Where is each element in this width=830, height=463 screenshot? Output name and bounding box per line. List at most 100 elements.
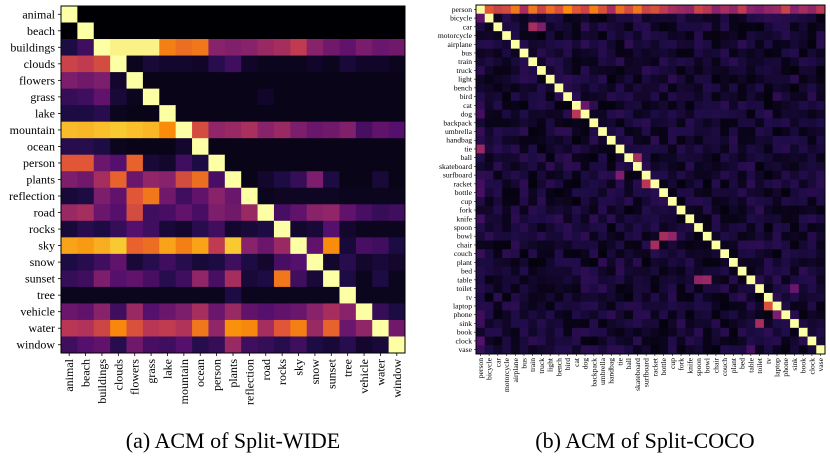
cell-b-spoon-plant: [729, 223, 739, 233]
cell-b-knife-cat: [571, 214, 582, 224]
cell-b-table-handbag: [606, 275, 617, 285]
cell-b-tv-cup: [667, 292, 678, 303]
cell-a-rocks-lake: [159, 220, 177, 238]
cell-a-ocean-rocks: [273, 138, 291, 156]
cell-b-tie-table: [746, 144, 756, 154]
cell-b-bus-bottle: [659, 48, 669, 58]
cell-b-skateboard-racket: [650, 162, 660, 172]
cell-b-person-person: [476, 5, 486, 15]
cell-b-bicycle-bicycle: [484, 13, 494, 23]
cell-b-handbag-tv: [763, 135, 774, 146]
cell-b-skateboard-table: [746, 162, 756, 172]
cell-a-sky-ocean: [192, 237, 209, 255]
cell-b-bicycle-bottle: [659, 13, 669, 23]
cell-b-plant-bottle: [659, 258, 669, 268]
cell-a-vehicle-buildings: [93, 303, 111, 321]
row-label-b-bottle: bottle: [455, 188, 473, 197]
cell-a-window-plants: [224, 336, 242, 354]
cell-a-animal-flowers: [126, 6, 144, 23]
cell-b-table-cat: [571, 275, 582, 285]
cell-b-toilet-bottle: [659, 284, 669, 294]
cell-b-vase-light: [545, 345, 555, 355]
cell-b-table-knife: [685, 275, 695, 285]
cell-b-light-laptop: [772, 74, 782, 84]
cell-b-bowl-cat: [571, 231, 582, 241]
cell-b-dog-light: [545, 109, 555, 119]
cell-b-vase-tv: [763, 345, 774, 355]
cell-b-bottle-toilet: [755, 188, 765, 198]
cell-b-handbag-bowl: [702, 135, 712, 146]
cell-b-book-couch: [720, 327, 730, 337]
cell-b-bed-ball: [624, 266, 634, 276]
cell-a-animal-beach: [77, 6, 95, 23]
cell-b-laptop-bed: [737, 301, 747, 311]
cell-b-backpack-train: [528, 118, 538, 128]
cell-b-vase-person: [476, 345, 486, 355]
cell-a-animal-tree: [339, 6, 357, 23]
cell-b-train-bird: [563, 57, 573, 67]
cell-a-grass-flowers: [126, 88, 144, 106]
cell-b-umbrella-spoon: [694, 127, 704, 137]
cell-b-car-bench: [554, 22, 564, 32]
cell-b-fork-truck: [537, 205, 547, 215]
cell-b-toilet-table: [746, 284, 756, 294]
cell-b-light-handbag: [606, 74, 617, 84]
cell-b-spoon-racket: [650, 223, 660, 233]
cell-b-dog-tv: [763, 109, 774, 119]
cell-b-bed-vase: [816, 266, 826, 276]
cell-b-plant-umbrella: [598, 258, 608, 268]
cell-b-phone-bowl: [702, 310, 712, 320]
cell-b-clock-book: [798, 336, 808, 346]
cell-b-motorcycle-handbag: [606, 31, 617, 41]
cell-b-light-light: [545, 74, 555, 84]
cell-b-skateboard-cat: [571, 162, 582, 172]
cell-b-airplane-vase: [816, 39, 826, 50]
cell-b-toilet-dog: [580, 284, 590, 294]
cell-b-knife-sink: [790, 214, 800, 224]
cell-b-clock-skateboard: [633, 336, 643, 346]
cell-b-light-surfboard: [641, 74, 651, 84]
cell-b-tie-airplane: [510, 144, 521, 154]
cell-b-light-motorcycle: [502, 74, 512, 84]
cell-a-flowers-flowers: [126, 72, 144, 90]
cell-b-backpack-umbrella: [598, 118, 608, 128]
cell-b-person-handbag: [606, 5, 617, 15]
cell-a-grass-animal: [61, 88, 78, 106]
cell-b-couch-bird: [563, 249, 573, 259]
cell-a-snow-plants: [224, 253, 242, 271]
cell-b-person-toilet: [755, 5, 765, 15]
cell-a-tree-vehicle: [355, 286, 373, 304]
cell-b-bus-book: [798, 48, 808, 58]
cell-b-bird-clock: [807, 92, 817, 102]
col-label-b-bicycle: bicycle: [485, 357, 494, 380]
cell-b-tv-bed: [737, 292, 747, 303]
cell-a-tree-plants: [224, 286, 242, 304]
cell-b-knife-ball: [624, 214, 634, 224]
cell-b-airplane-dog: [580, 39, 590, 50]
cell-b-skateboard-clock: [807, 162, 817, 172]
cell-b-surfboard-motorcycle: [502, 170, 512, 180]
cell-b-toilet-light: [545, 284, 555, 294]
cell-b-train-cat: [571, 57, 582, 67]
cell-b-ball-clock: [807, 153, 817, 163]
cell-a-vehicle-sky: [290, 303, 308, 321]
cell-a-person-sunset: [323, 154, 340, 172]
cell-b-plant-handbag: [606, 258, 617, 268]
cell-b-train-light: [545, 57, 555, 67]
cell-b-umbrella-plant: [729, 127, 739, 137]
cell-b-sink-cup: [667, 319, 678, 329]
cell-a-clouds-lake: [159, 55, 177, 73]
cell-b-knife-bowl: [702, 214, 712, 224]
cell-b-racket-clock: [807, 179, 817, 189]
cell-b-light-backpack: [589, 74, 599, 84]
cell-a-buildings-vehicle: [355, 39, 373, 56]
cell-b-ball-table: [746, 153, 756, 163]
cell-b-umbrella-vase: [816, 127, 826, 137]
row-label-a-animal: animal: [22, 7, 55, 21]
cell-a-lake-lake: [159, 105, 177, 123]
cell-b-tie-train: [528, 144, 538, 154]
cell-b-bird-person: [476, 92, 486, 102]
cell-b-spoon-book: [798, 223, 808, 233]
cell-b-airplane-knife: [685, 39, 695, 50]
cell-b-motorcycle-chair: [711, 31, 721, 41]
